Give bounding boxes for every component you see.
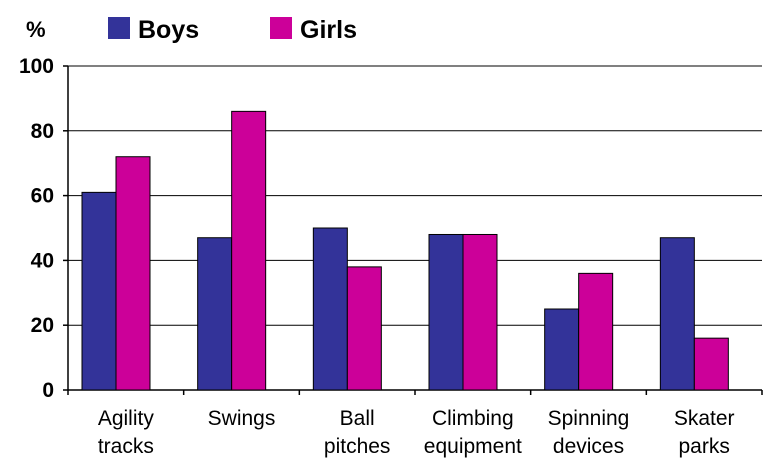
x-category-label-1-line-0: Swings [208,407,276,430]
legend-swatch-boys [108,17,130,39]
legend-swatch-girls [270,17,292,39]
x-category-label-5-line-1: parks [678,435,729,458]
bar-boys-3 [428,233,464,391]
bar-boys-5 [659,237,695,391]
bar-girls-0 [115,156,151,391]
x-category-label-0-line-1: tracks [98,435,154,458]
legend: Boys Girls [108,16,357,44]
plot-area: 0 20 40 60 80 100 Agility tracks Swings Ball pitch… [19,55,763,458]
x-category-label-0-line-0: Agility [98,407,155,430]
legend-label-girls: Girls [300,16,357,44]
bar-girls-1 [231,110,267,391]
y-tick-label-100: 100 [19,55,54,78]
y-tick-label-0: 0 [42,379,54,402]
bar-boys-4 [544,308,580,391]
legend-label-boys: Boys [138,16,199,44]
x-category-label-3-line-0: Climbing [432,407,514,430]
bar-girls-2 [346,266,382,391]
y-tick-label-80: 80 [31,120,54,143]
bar-boys-2 [312,227,348,391]
x-category-label-4-line-0: Spinning [548,407,630,430]
x-category-label-2-line-0: Ball [340,407,375,430]
bar-girls-5 [693,337,729,391]
bar-girls-4 [578,272,614,391]
y-tick-label-60: 60 [31,185,54,208]
y-tick-label-40: 40 [31,249,54,272]
x-category-label-3-line-1: equipment [424,435,522,458]
x-category-label-2-line-1: pitches [324,435,391,458]
y-tick-label-20: 20 [31,314,54,337]
y-axis-unit-label: % [26,17,46,42]
x-category-label-4-line-1: devices [553,435,624,458]
bar-boys-1 [197,237,233,391]
bar-girls-3 [462,233,498,391]
bar-boys-0 [81,191,117,391]
x-category-label-5-line-0: Skater [674,407,735,430]
